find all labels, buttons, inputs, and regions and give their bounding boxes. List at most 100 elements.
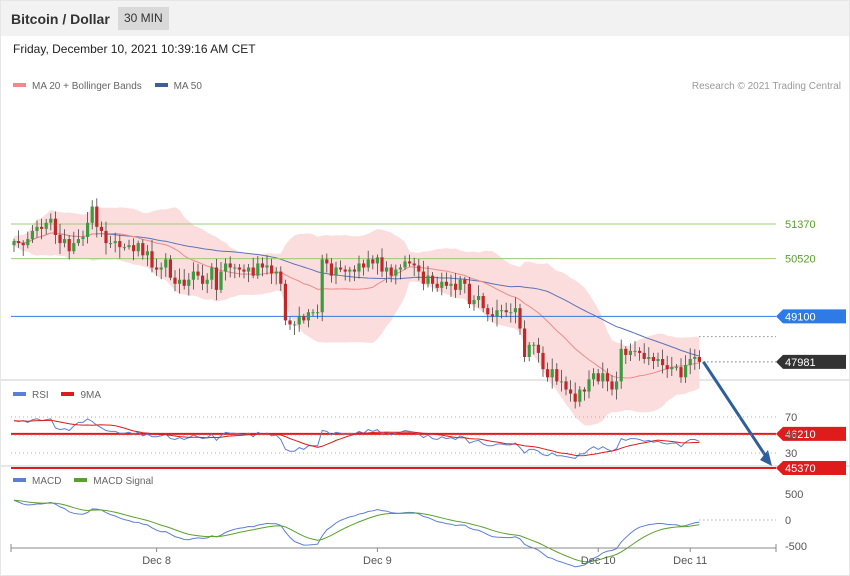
candle-body [297, 316, 301, 325]
macd-tick-0: 0 [785, 515, 791, 527]
candle-body [288, 320, 292, 325]
rsi-line [13, 418, 700, 459]
candle-body [647, 356, 651, 360]
candle-body [311, 312, 315, 314]
x-tick-label: Dec 10 [581, 555, 616, 567]
rsi-tick-30: 30 [785, 448, 797, 460]
rsi-tick-70: 70 [785, 412, 797, 424]
candle-body [187, 279, 191, 286]
level-label-46210: 46210 [785, 429, 816, 441]
candle-body [72, 243, 76, 252]
rsi-legend: RSI 9MA [13, 390, 111, 401]
candle-body [615, 381, 619, 390]
candle-body [670, 367, 674, 370]
candle-body [638, 350, 642, 353]
candle-body [224, 263, 228, 272]
level-label-47981: 47981 [785, 357, 816, 369]
candle-body [306, 312, 310, 321]
candle-body [601, 373, 605, 382]
candle-body [697, 356, 701, 362]
candle-body [661, 359, 665, 366]
level-tag-45370 [776, 461, 846, 475]
candle-body [76, 239, 80, 244]
legend-swatch-9ma [61, 392, 75, 397]
timeframe-badge[interactable]: 30 MIN [118, 7, 169, 30]
candle-body [99, 226, 103, 231]
price-legend: MA 20 + Bollinger Bands MA 50 [13, 81, 212, 92]
candle-body [219, 271, 223, 290]
candle-body [596, 373, 600, 382]
candle-body [573, 393, 577, 402]
candle-body [426, 275, 430, 284]
candle-body [210, 267, 214, 280]
candle-body [270, 265, 274, 274]
legend-label-macd-signal: MACD Signal [93, 476, 154, 487]
x-tick-label: Dec 11 [673, 555, 707, 567]
candle-body [67, 239, 71, 252]
candle-body [30, 230, 34, 240]
candle-body [486, 308, 490, 315]
candle-body [40, 226, 44, 229]
candle-body [536, 344, 540, 353]
candle-body [247, 267, 251, 272]
candle-body [118, 241, 122, 248]
candle-body [403, 261, 407, 268]
candle-body [559, 381, 563, 383]
candle-body [339, 267, 343, 270]
candle-body [293, 324, 297, 326]
candle-body [472, 300, 476, 305]
candle-body [642, 352, 646, 360]
header-bar: Bitcoin / Dollar 30 MIN [0, 0, 850, 36]
candle-body [628, 350, 632, 355]
candle-body [164, 259, 168, 268]
legend-swatch-rsi [13, 392, 26, 397]
level-label-45370: 45370 [785, 463, 816, 475]
level-label-49100: 49100 [785, 311, 816, 323]
candle-body [191, 271, 195, 280]
candle-body [467, 283, 471, 305]
candle-body [320, 259, 324, 313]
ma20-line [13, 232, 700, 379]
candle-body [95, 206, 99, 227]
ma50-line [13, 232, 700, 357]
candle-body [182, 279, 186, 286]
candle-body [104, 230, 108, 244]
candle-body [237, 267, 241, 270]
candle-body [233, 267, 237, 269]
macd-tick-500: 500 [785, 489, 803, 501]
candle-body [546, 369, 550, 378]
candle-body [555, 369, 559, 382]
candle-body [90, 206, 94, 223]
rsi-tick-50: 50 [785, 430, 797, 442]
level-tag-49100 [776, 309, 846, 324]
candle-body [454, 283, 458, 290]
candle-body [513, 308, 517, 313]
candle-body [408, 261, 412, 264]
candle-body [435, 283, 439, 288]
legend-label-ma50: MA 50 [173, 81, 202, 92]
candle-body [564, 381, 568, 390]
candle-body [380, 257, 384, 272]
research-credit: Research © 2021 Trading Central [691, 81, 841, 92]
candle-body [44, 222, 48, 229]
candle-body [58, 234, 62, 244]
candle-body [481, 295, 485, 309]
candle-body [53, 218, 57, 235]
candle-body [518, 308, 522, 329]
candle-body [113, 241, 117, 244]
candle-body [362, 263, 366, 268]
candle-body [256, 263, 260, 276]
candle-body [463, 279, 467, 284]
candle-body [490, 314, 494, 317]
candle-body [127, 245, 131, 248]
candle-body [343, 269, 347, 272]
legend-label-macd: MACD [32, 476, 62, 487]
candle-body [532, 344, 536, 346]
candle-body [109, 243, 113, 245]
level-label-51370: 51370 [785, 219, 816, 231]
candle-body [693, 356, 697, 360]
candle-body [178, 279, 182, 284]
candle-body [205, 279, 209, 284]
candle-body [21, 243, 25, 246]
